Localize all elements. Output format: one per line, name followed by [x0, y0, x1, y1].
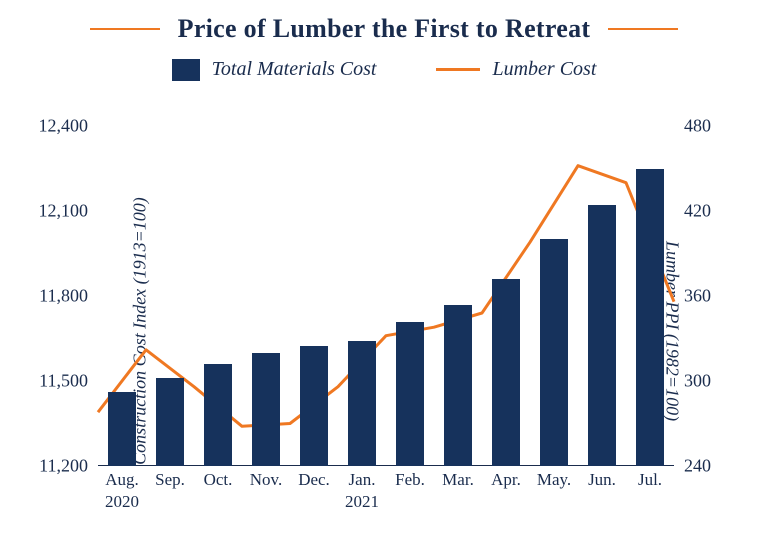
y-left-tick: 11,500 — [39, 371, 88, 392]
bar — [396, 322, 424, 467]
title-dash-right — [608, 28, 678, 30]
x-tick: Nov. — [250, 470, 282, 490]
title-row: Price of Lumber the First to Retreat — [0, 0, 768, 44]
x-tick: Feb. — [395, 470, 425, 490]
y-left-tick: 11,200 — [39, 456, 88, 477]
plot-region: 11,20011,50011,80012,10012,4002403003604… — [98, 126, 674, 466]
x-tick: Apr. — [491, 470, 521, 490]
x-tick: Dec. — [298, 470, 330, 490]
legend-item-line: Lumber Cost — [436, 58, 596, 81]
legend: Total Materials Cost Lumber Cost — [0, 58, 768, 81]
x-tick: Jun. — [588, 470, 616, 490]
bar — [252, 353, 280, 466]
chart-area: Construction Cost Index (1913=100) Lumbe… — [0, 108, 768, 554]
chart-title: Price of Lumber the First to Retreat — [178, 14, 591, 44]
x-tick: Jan. — [349, 470, 376, 490]
bar — [540, 239, 568, 466]
x-year-label: 2020 — [105, 492, 139, 512]
y-right-tick: 300 — [684, 371, 711, 392]
x-year-label: 2021 — [345, 492, 379, 512]
bar — [348, 341, 376, 466]
x-tick: Mar. — [442, 470, 474, 490]
y-left-tick: 12,100 — [39, 201, 89, 222]
bar — [636, 169, 664, 467]
x-tick: Jul. — [638, 470, 662, 490]
legend-item-bars: Total Materials Cost — [172, 58, 377, 81]
x-tick: Aug. — [105, 470, 139, 490]
legend-line-label: Lumber Cost — [492, 58, 596, 81]
x-tick: Oct. — [204, 470, 233, 490]
y-right-tick: 480 — [684, 116, 711, 137]
bar — [108, 392, 136, 466]
bar — [588, 205, 616, 466]
bar — [492, 279, 520, 466]
legend-bar-label: Total Materials Cost — [212, 58, 377, 81]
legend-swatch-line — [436, 68, 480, 71]
y-left-tick: 11,800 — [39, 286, 88, 307]
legend-swatch-bar — [172, 59, 200, 81]
y-right-tick: 420 — [684, 201, 711, 222]
bar — [156, 378, 184, 466]
title-dash-left — [90, 28, 160, 30]
y-right-tick: 360 — [684, 286, 711, 307]
x-tick: Sep. — [155, 470, 185, 490]
y-left-tick: 12,400 — [39, 116, 89, 137]
bar — [300, 346, 328, 466]
y-right-tick: 240 — [684, 456, 711, 477]
x-tick: May. — [537, 470, 571, 490]
bar — [204, 364, 232, 466]
bar — [444, 305, 472, 467]
